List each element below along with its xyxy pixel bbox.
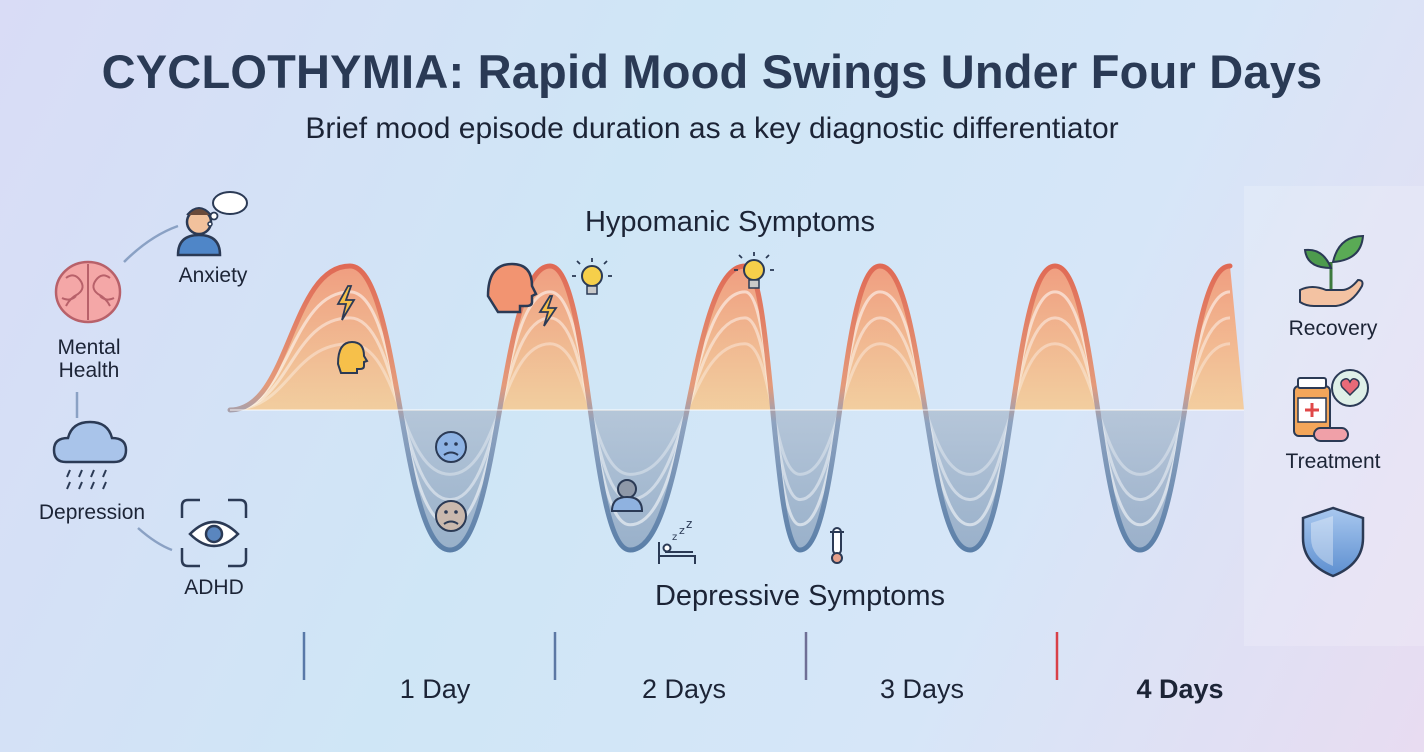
treatment-label: Treatment — [1285, 450, 1381, 473]
lightbulb-icon — [734, 252, 774, 289]
anxiety-label: Anxiety — [178, 264, 248, 287]
page-title: CYCLOTHYMIA: Rapid Mood Swings Under Fou… — [101, 45, 1323, 98]
medication-icon — [1293, 369, 1369, 442]
focus-eye-icon — [180, 498, 248, 568]
sad-face-icon — [435, 431, 467, 463]
anxious-person-icon — [176, 191, 248, 257]
page-subtitle: Brief mood episode duration as a key dia… — [305, 112, 1119, 145]
shield-highlight — [1311, 516, 1333, 566]
lightning-icon — [538, 295, 558, 327]
depression-label: Depression — [38, 501, 146, 524]
head-icon — [336, 340, 369, 374]
timeline — [301, 632, 1245, 680]
thermometer-icon — [830, 527, 844, 564]
connector-line — [123, 224, 179, 263]
rain-cloud-icon — [52, 420, 128, 490]
mental-health-label: Mental Health — [57, 336, 121, 383]
hypomanic-area — [230, 266, 1244, 411]
lightning-icon — [336, 285, 356, 321]
svg-text:z: z — [679, 524, 685, 537]
recovery-label: Recovery — [1288, 317, 1378, 340]
timeline-label-emphasized: 4 Days — [1136, 674, 1224, 704]
connector-line — [137, 527, 173, 552]
svg-text:z: z — [672, 532, 677, 543]
svg-text:z: z — [686, 517, 692, 531]
shield-icon — [1301, 506, 1365, 578]
timeline-label: 1 Day — [399, 674, 471, 704]
head-profile-icon — [486, 262, 538, 314]
lightbulb-icon — [572, 258, 612, 295]
tired-person-icon — [610, 479, 644, 512]
sleep-bed-icon: z z z — [658, 517, 696, 564]
timeline-label: 2 Days — [641, 674, 727, 704]
frown-face-icon — [435, 500, 467, 532]
adhd-label: ADHD — [184, 576, 244, 599]
mood-wave-line — [227, 263, 1233, 553]
brain-icon — [54, 260, 122, 324]
timeline-label: 3 Days — [879, 674, 965, 704]
depressive-label: Depressive Symptoms — [654, 580, 946, 612]
hypomanic-label: Hypomanic Symptoms — [584, 206, 876, 238]
plant-hand-icon — [1299, 234, 1365, 307]
